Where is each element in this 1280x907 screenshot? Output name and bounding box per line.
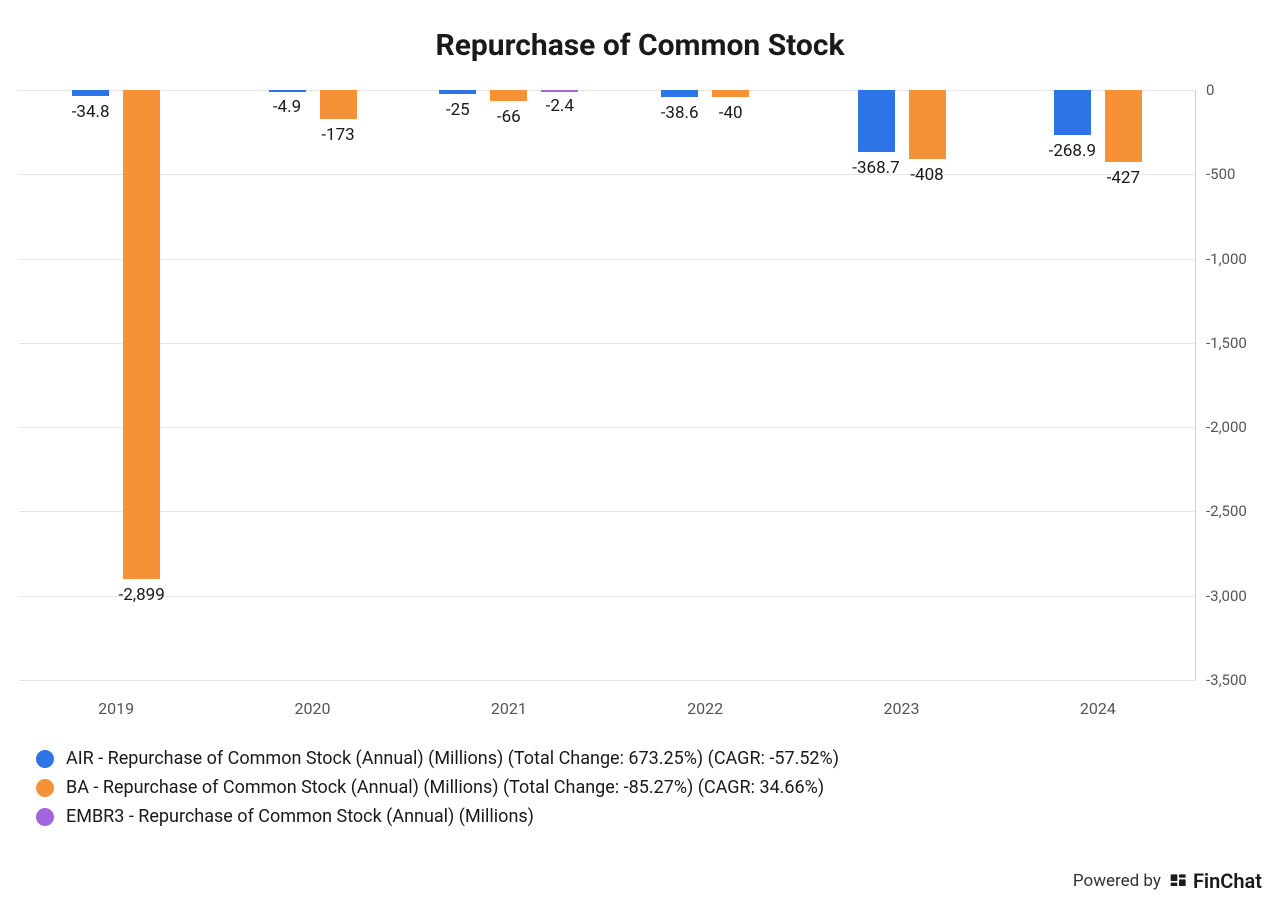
legend-color-dot (36, 750, 54, 768)
chart-plot-area: 0-500-1,000-1,500-2,000-2,500-3,000-3,50… (18, 90, 1196, 680)
legend-label: BA - Repurchase of Common Stock (Annual)… (66, 777, 824, 798)
bar-value-label: -408 (910, 165, 943, 185)
finchat-icon (1169, 871, 1189, 891)
bar-value-label: -427 (1107, 168, 1140, 188)
bar-value-label: -4.9 (273, 97, 301, 117)
y-tick-label: 0 (1206, 81, 1266, 99)
y-tick-label: -1,000 (1206, 250, 1266, 268)
bar-BA (1105, 90, 1142, 162)
y-axis-line (1195, 90, 1196, 680)
bar-value-label: -38.6 (661, 103, 699, 123)
y-tick-label: -2,500 (1206, 502, 1266, 520)
legend: AIR - Repurchase of Common Stock (Annual… (36, 748, 839, 835)
bar-value-label: -268.9 (1049, 141, 1096, 161)
legend-color-dot (36, 779, 54, 797)
x-tick-label: 2021 (491, 699, 527, 718)
bar-AIR (269, 90, 306, 92)
finchat-logo: FinChat (1169, 869, 1262, 893)
x-tick-label: 2023 (884, 699, 920, 718)
chart-title: Repurchase of Common Stock (0, 0, 1280, 63)
y-tick-label: -500 (1206, 165, 1266, 183)
bar-value-label: -173 (321, 125, 354, 145)
gridline (18, 343, 1196, 344)
bar-EMBR3 (541, 90, 578, 92)
y-tick-label: -1,500 (1206, 334, 1266, 352)
bar-value-label: -34.8 (72, 102, 110, 122)
gridline (18, 427, 1196, 428)
legend-item: EMBR3 - Repurchase of Common Stock (Annu… (36, 806, 839, 827)
gridline (18, 680, 1196, 681)
bar-AIR (661, 90, 698, 97)
bar-BA (490, 90, 527, 101)
legend-label: AIR - Repurchase of Common Stock (Annual… (66, 748, 839, 769)
y-tick-label: -3,000 (1206, 587, 1266, 605)
legend-color-dot (36, 808, 54, 826)
gridline (18, 596, 1196, 597)
bar-value-label: -40 (719, 103, 743, 123)
bar-BA (320, 90, 357, 119)
x-tick-label: 2022 (687, 699, 723, 718)
bar-AIR (72, 90, 109, 96)
bar-BA (123, 90, 160, 579)
gridline (18, 259, 1196, 260)
bar-value-label: -66 (497, 107, 521, 127)
bar-AIR (439, 90, 476, 94)
x-tick-label: 2020 (295, 699, 331, 718)
bar-BA (909, 90, 946, 159)
legend-item: BA - Repurchase of Common Stock (Annual)… (36, 777, 839, 798)
gridline (18, 174, 1196, 175)
y-tick-label: -2,000 (1206, 418, 1266, 436)
legend-label: EMBR3 - Repurchase of Common Stock (Annu… (66, 806, 534, 827)
attribution-prefix: Powered by (1073, 871, 1161, 891)
bar-value-label: -2,899 (119, 585, 165, 605)
x-tick-label: 2019 (98, 699, 134, 718)
bar-value-label: -368.7 (852, 158, 899, 178)
x-tick-label: 2024 (1080, 699, 1116, 718)
legend-item: AIR - Repurchase of Common Stock (Annual… (36, 748, 839, 769)
bar-AIR (1054, 90, 1091, 135)
bar-value-label: -25 (446, 100, 470, 120)
brand-name: FinChat (1193, 869, 1262, 893)
y-tick-label: -3,500 (1206, 671, 1266, 689)
gridline (18, 511, 1196, 512)
bar-BA (712, 90, 749, 97)
gridline (18, 90, 1196, 91)
bar-value-label: -2.4 (546, 96, 574, 116)
bar-AIR (858, 90, 895, 152)
attribution: Powered by FinChat (1073, 869, 1262, 893)
